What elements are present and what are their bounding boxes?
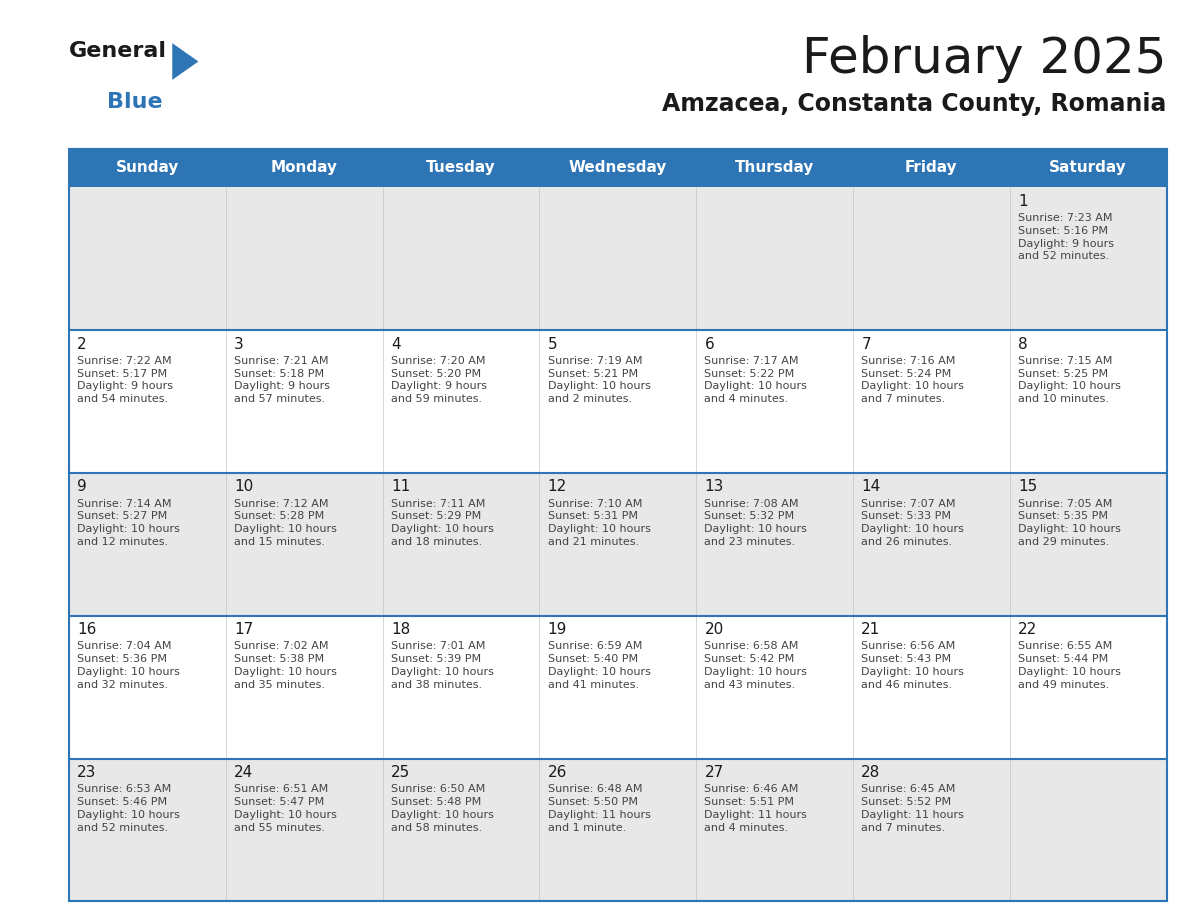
- Text: 1: 1: [1018, 194, 1028, 208]
- Text: 11: 11: [391, 479, 410, 495]
- Text: 12: 12: [548, 479, 567, 495]
- Text: 19: 19: [548, 622, 567, 637]
- Text: Thursday: Thursday: [735, 161, 814, 175]
- Text: Blue: Blue: [107, 92, 163, 112]
- Text: Sunrise: 6:56 AM
Sunset: 5:43 PM
Daylight: 10 hours
and 46 minutes.: Sunrise: 6:56 AM Sunset: 5:43 PM Dayligh…: [861, 642, 965, 690]
- Text: 3: 3: [234, 337, 244, 352]
- Text: 15: 15: [1018, 479, 1037, 495]
- Text: Sunrise: 7:16 AM
Sunset: 5:24 PM
Daylight: 10 hours
and 7 minutes.: Sunrise: 7:16 AM Sunset: 5:24 PM Dayligh…: [861, 356, 965, 404]
- Text: Sunrise: 7:07 AM
Sunset: 5:33 PM
Daylight: 10 hours
and 26 minutes.: Sunrise: 7:07 AM Sunset: 5:33 PM Dayligh…: [861, 498, 965, 547]
- Text: 16: 16: [77, 622, 96, 637]
- Text: Sunrise: 7:05 AM
Sunset: 5:35 PM
Daylight: 10 hours
and 29 minutes.: Sunrise: 7:05 AM Sunset: 5:35 PM Dayligh…: [1018, 498, 1121, 547]
- Text: 6: 6: [704, 337, 714, 352]
- Text: General: General: [69, 41, 166, 62]
- Text: Sunday: Sunday: [115, 161, 179, 175]
- Text: 14: 14: [861, 479, 880, 495]
- Text: February 2025: February 2025: [802, 35, 1167, 83]
- Text: Saturday: Saturday: [1049, 161, 1127, 175]
- Text: 4: 4: [391, 337, 400, 352]
- Text: Sunrise: 6:45 AM
Sunset: 5:52 PM
Daylight: 11 hours
and 7 minutes.: Sunrise: 6:45 AM Sunset: 5:52 PM Dayligh…: [861, 784, 965, 833]
- Text: Sunrise: 6:58 AM
Sunset: 5:42 PM
Daylight: 10 hours
and 43 minutes.: Sunrise: 6:58 AM Sunset: 5:42 PM Dayligh…: [704, 642, 808, 690]
- Text: Sunrise: 6:46 AM
Sunset: 5:51 PM
Daylight: 11 hours
and 4 minutes.: Sunrise: 6:46 AM Sunset: 5:51 PM Dayligh…: [704, 784, 808, 833]
- Text: 28: 28: [861, 765, 880, 780]
- Text: Sunrise: 7:19 AM
Sunset: 5:21 PM
Daylight: 10 hours
and 2 minutes.: Sunrise: 7:19 AM Sunset: 5:21 PM Dayligh…: [548, 356, 651, 404]
- Text: Sunrise: 7:12 AM
Sunset: 5:28 PM
Daylight: 10 hours
and 15 minutes.: Sunrise: 7:12 AM Sunset: 5:28 PM Dayligh…: [234, 498, 337, 547]
- Text: 21: 21: [861, 622, 880, 637]
- Text: Tuesday: Tuesday: [426, 161, 495, 175]
- Text: Sunrise: 6:50 AM
Sunset: 5:48 PM
Daylight: 10 hours
and 58 minutes.: Sunrise: 6:50 AM Sunset: 5:48 PM Dayligh…: [391, 784, 494, 833]
- Text: Sunrise: 7:21 AM
Sunset: 5:18 PM
Daylight: 9 hours
and 57 minutes.: Sunrise: 7:21 AM Sunset: 5:18 PM Dayligh…: [234, 356, 330, 404]
- Text: Sunrise: 7:02 AM
Sunset: 5:38 PM
Daylight: 10 hours
and 35 minutes.: Sunrise: 7:02 AM Sunset: 5:38 PM Dayligh…: [234, 642, 337, 690]
- Text: 9: 9: [77, 479, 87, 495]
- Text: Sunrise: 7:14 AM
Sunset: 5:27 PM
Daylight: 10 hours
and 12 minutes.: Sunrise: 7:14 AM Sunset: 5:27 PM Dayligh…: [77, 498, 181, 547]
- Text: 25: 25: [391, 765, 410, 780]
- Text: Sunrise: 7:20 AM
Sunset: 5:20 PM
Daylight: 9 hours
and 59 minutes.: Sunrise: 7:20 AM Sunset: 5:20 PM Dayligh…: [391, 356, 487, 404]
- Text: Amzacea, Constanta County, Romania: Amzacea, Constanta County, Romania: [662, 92, 1167, 116]
- Text: 23: 23: [77, 765, 96, 780]
- Text: 26: 26: [548, 765, 567, 780]
- Text: Sunrise: 6:55 AM
Sunset: 5:44 PM
Daylight: 10 hours
and 49 minutes.: Sunrise: 6:55 AM Sunset: 5:44 PM Dayligh…: [1018, 642, 1121, 690]
- Text: Sunrise: 7:08 AM
Sunset: 5:32 PM
Daylight: 10 hours
and 23 minutes.: Sunrise: 7:08 AM Sunset: 5:32 PM Dayligh…: [704, 498, 808, 547]
- Text: 20: 20: [704, 622, 723, 637]
- Text: 22: 22: [1018, 622, 1037, 637]
- Text: Friday: Friday: [905, 161, 958, 175]
- Text: Sunrise: 7:17 AM
Sunset: 5:22 PM
Daylight: 10 hours
and 4 minutes.: Sunrise: 7:17 AM Sunset: 5:22 PM Dayligh…: [704, 356, 808, 404]
- Text: 17: 17: [234, 622, 253, 637]
- Text: Sunrise: 6:59 AM
Sunset: 5:40 PM
Daylight: 10 hours
and 41 minutes.: Sunrise: 6:59 AM Sunset: 5:40 PM Dayligh…: [548, 642, 651, 690]
- Text: Sunrise: 6:51 AM
Sunset: 5:47 PM
Daylight: 10 hours
and 55 minutes.: Sunrise: 6:51 AM Sunset: 5:47 PM Dayligh…: [234, 784, 337, 833]
- Text: 10: 10: [234, 479, 253, 495]
- Text: 5: 5: [548, 337, 557, 352]
- Text: Sunrise: 7:10 AM
Sunset: 5:31 PM
Daylight: 10 hours
and 21 minutes.: Sunrise: 7:10 AM Sunset: 5:31 PM Dayligh…: [548, 498, 651, 547]
- Text: Sunrise: 7:23 AM
Sunset: 5:16 PM
Daylight: 9 hours
and 52 minutes.: Sunrise: 7:23 AM Sunset: 5:16 PM Dayligh…: [1018, 213, 1114, 262]
- Text: 7: 7: [861, 337, 871, 352]
- Text: Wednesday: Wednesday: [569, 161, 666, 175]
- Text: 2: 2: [77, 337, 87, 352]
- Text: Sunrise: 7:22 AM
Sunset: 5:17 PM
Daylight: 9 hours
and 54 minutes.: Sunrise: 7:22 AM Sunset: 5:17 PM Dayligh…: [77, 356, 173, 404]
- Text: 27: 27: [704, 765, 723, 780]
- Text: 13: 13: [704, 479, 723, 495]
- Text: 8: 8: [1018, 337, 1028, 352]
- Text: Sunrise: 7:04 AM
Sunset: 5:36 PM
Daylight: 10 hours
and 32 minutes.: Sunrise: 7:04 AM Sunset: 5:36 PM Dayligh…: [77, 642, 181, 690]
- Text: Sunrise: 7:11 AM
Sunset: 5:29 PM
Daylight: 10 hours
and 18 minutes.: Sunrise: 7:11 AM Sunset: 5:29 PM Dayligh…: [391, 498, 494, 547]
- Text: Sunrise: 7:01 AM
Sunset: 5:39 PM
Daylight: 10 hours
and 38 minutes.: Sunrise: 7:01 AM Sunset: 5:39 PM Dayligh…: [391, 642, 494, 690]
- Text: Sunrise: 7:15 AM
Sunset: 5:25 PM
Daylight: 10 hours
and 10 minutes.: Sunrise: 7:15 AM Sunset: 5:25 PM Dayligh…: [1018, 356, 1121, 404]
- Text: Sunrise: 6:48 AM
Sunset: 5:50 PM
Daylight: 11 hours
and 1 minute.: Sunrise: 6:48 AM Sunset: 5:50 PM Dayligh…: [548, 784, 651, 833]
- Text: Sunrise: 6:53 AM
Sunset: 5:46 PM
Daylight: 10 hours
and 52 minutes.: Sunrise: 6:53 AM Sunset: 5:46 PM Dayligh…: [77, 784, 181, 833]
- Text: 24: 24: [234, 765, 253, 780]
- Text: Monday: Monday: [271, 161, 337, 175]
- Text: 18: 18: [391, 622, 410, 637]
